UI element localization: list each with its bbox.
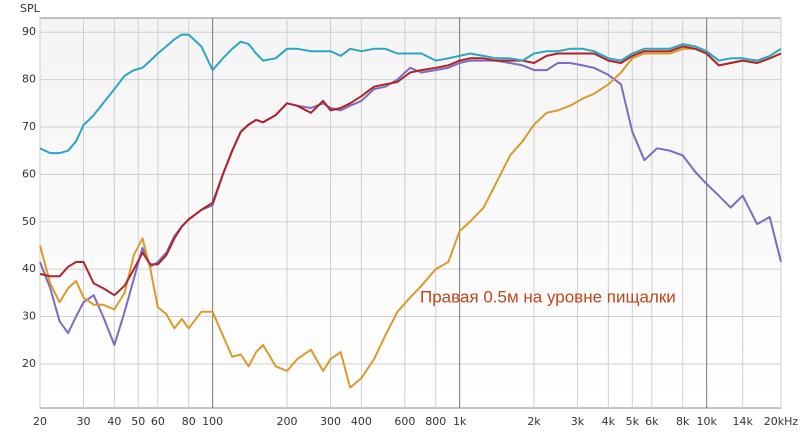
x-tick-label: 3k: [571, 415, 585, 428]
x-tick-label: 14k: [733, 415, 754, 428]
x-tick-label: 20kHz: [764, 415, 799, 428]
x-tick-label: 200: [277, 415, 298, 428]
y-tick-label: 60: [22, 167, 36, 180]
x-tick-label: 10k: [696, 415, 717, 428]
series-line: [39, 59, 782, 346]
y-tick-label: 40: [22, 262, 36, 275]
x-tick-label: 60: [151, 415, 165, 428]
y-tick-label: 70: [22, 120, 36, 133]
x-tick-label: 1k: [453, 415, 467, 428]
x-tick-label: 30: [76, 415, 90, 428]
x-tick-label: 5k: [626, 415, 640, 428]
x-tick-label: 300: [320, 415, 341, 428]
x-tick-label: 20: [33, 415, 47, 428]
x-tick-label: 40: [107, 415, 121, 428]
y-tick-label: 50: [22, 215, 36, 228]
x-tick-label: 80: [182, 415, 196, 428]
x-tick-label: 8k: [676, 415, 690, 428]
y-tick-label: 20: [22, 357, 36, 370]
x-tick-label: 800: [425, 415, 446, 428]
series-line: [39, 47, 782, 389]
x-tick-label: 6k: [645, 415, 659, 428]
y-tick-label: 80: [22, 73, 36, 86]
x-tick-label: 100: [202, 415, 223, 428]
x-tick-label: 2k: [527, 415, 541, 428]
y-tick-label: 30: [22, 310, 36, 323]
x-tick-label: 4k: [602, 415, 616, 428]
series-line: [39, 33, 782, 155]
x-tick-label: 50: [131, 415, 145, 428]
y-axis-label: SPL: [20, 2, 41, 15]
x-tick-label: 400: [351, 415, 372, 428]
series-line: [39, 45, 782, 297]
plot-area: [39, 17, 782, 409]
y-tick-label: 90: [22, 25, 36, 38]
x-tick-label: 600: [394, 415, 415, 428]
annotation: Правая 0.5м на уровне пищалки: [420, 287, 676, 306]
